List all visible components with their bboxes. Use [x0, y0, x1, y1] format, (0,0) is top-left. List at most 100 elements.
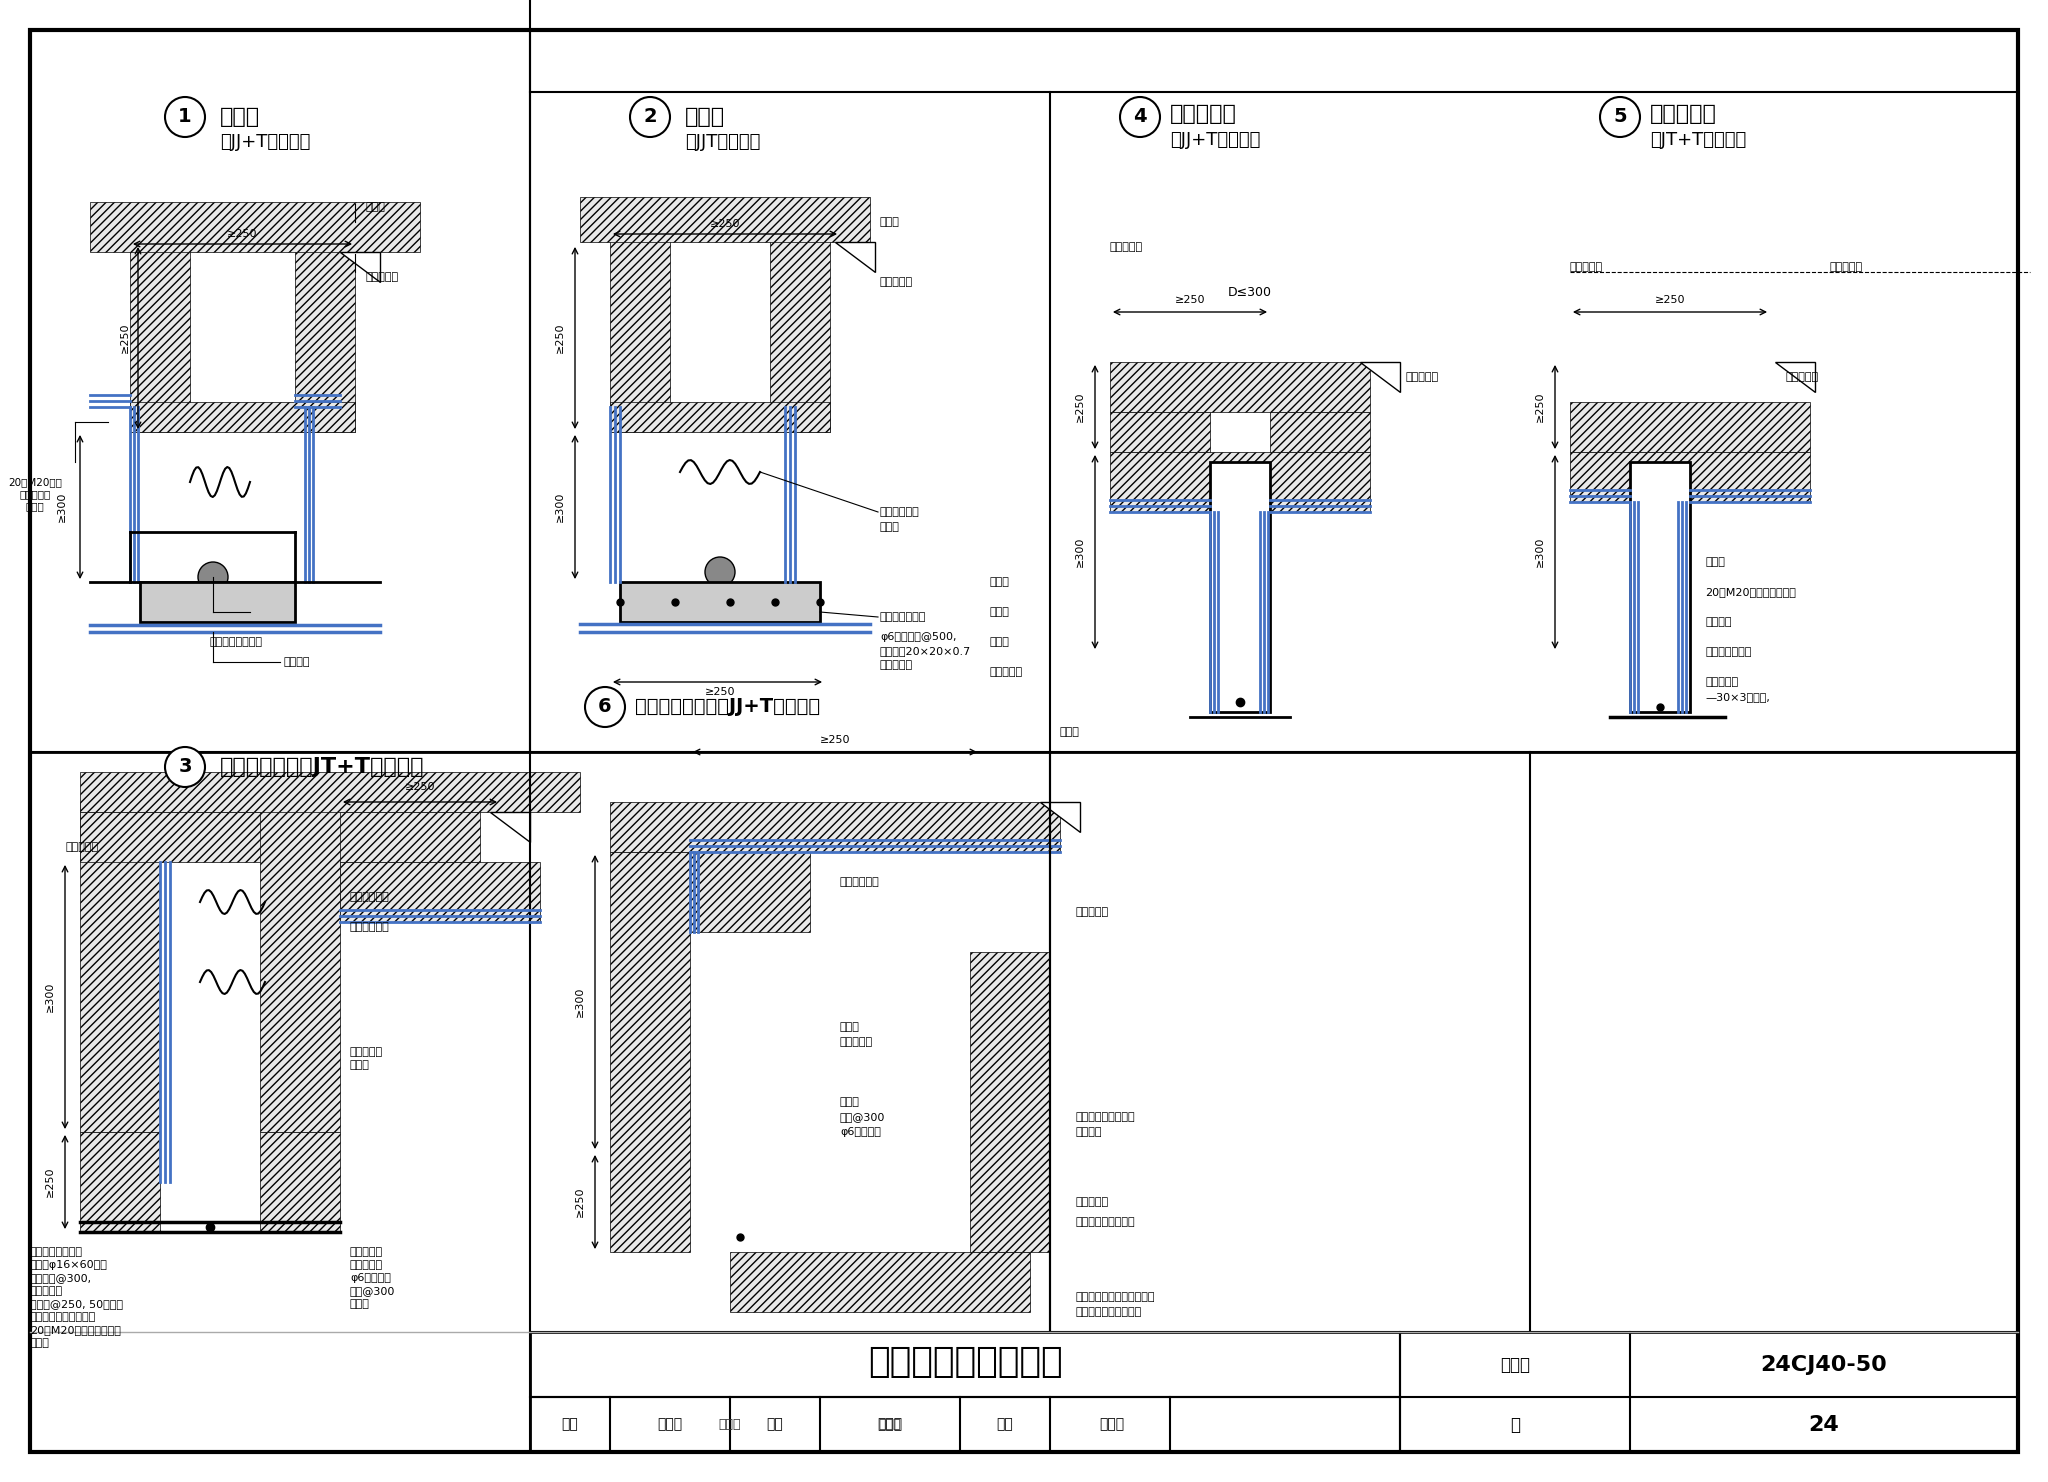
Text: ≥250: ≥250 — [819, 735, 850, 745]
Polygon shape — [836, 242, 874, 273]
Text: 屋面板标高: 屋面板标高 — [66, 842, 98, 852]
Bar — [530, 1332, 1401, 1398]
Circle shape — [1120, 96, 1159, 136]
Polygon shape — [1776, 362, 1815, 393]
Circle shape — [586, 688, 625, 728]
Bar — [580, 197, 870, 242]
Text: 镀锌垫片20×20×0.7: 镀锌垫片20×20×0.7 — [881, 646, 971, 657]
Text: ≥250: ≥250 — [1655, 295, 1686, 305]
Bar — [80, 772, 580, 812]
Text: 审核: 审核 — [561, 1417, 578, 1432]
Text: 聚乙烯泡沫: 聚乙烯泡沫 — [350, 1046, 383, 1057]
Circle shape — [631, 96, 670, 136]
Bar — [770, 233, 829, 431]
Text: 屋面板标高: 屋面板标高 — [1786, 372, 1819, 382]
Text: 页: 页 — [1509, 1415, 1520, 1435]
Bar — [1401, 1332, 2017, 1452]
Bar — [129, 233, 190, 431]
Bar — [729, 1252, 1030, 1312]
Text: 螺栓@300: 螺栓@300 — [840, 1112, 885, 1122]
Text: 4: 4 — [1133, 108, 1147, 126]
Polygon shape — [340, 252, 381, 282]
Text: ≥250: ≥250 — [121, 323, 129, 353]
Text: ≥250: ≥250 — [705, 688, 735, 697]
Bar — [260, 802, 340, 1132]
Bar — [80, 802, 160, 1132]
Bar — [1571, 452, 1810, 502]
Text: 附加层: 附加层 — [1706, 557, 1724, 568]
Text: 屋面板标高: 屋面板标高 — [365, 273, 397, 282]
Bar — [80, 1132, 160, 1232]
Text: ≥250: ≥250 — [1536, 391, 1544, 422]
Text: 张房巨: 张房巨 — [879, 1417, 901, 1430]
Text: （JJ+T，一级）: （JJ+T，一级） — [219, 133, 311, 151]
Circle shape — [166, 96, 205, 136]
Bar — [1270, 412, 1370, 452]
Polygon shape — [1360, 362, 1401, 393]
Polygon shape — [489, 812, 530, 842]
Text: D≤300: D≤300 — [1229, 286, 1272, 298]
Text: 屋面板标高: 屋面板标高 — [881, 277, 913, 288]
Text: 附加层: 附加层 — [350, 1300, 371, 1309]
Text: 密封胶密封: 密封胶密封 — [1831, 262, 1864, 273]
Polygon shape — [1040, 802, 1079, 831]
Text: 附加层: 附加层 — [840, 1097, 860, 1107]
Text: ≥250: ≥250 — [1075, 391, 1085, 422]
Text: 成品金属泛水板: 成品金属泛水板 — [881, 612, 926, 622]
Text: 防火封堵材料: 防火封堵材料 — [881, 507, 920, 517]
Text: 校对: 校对 — [766, 1417, 784, 1432]
Text: 不锈钢（铝合金）: 不锈钢（铝合金） — [31, 1246, 84, 1257]
Text: ≥250: ≥250 — [711, 219, 739, 230]
Text: 泛水板φ16×60塑料: 泛水板φ16×60塑料 — [31, 1260, 109, 1270]
Text: ≥300: ≥300 — [1075, 536, 1085, 568]
Text: ≥250: ≥250 — [1176, 295, 1206, 305]
Text: 砂浆保护层: 砂浆保护层 — [18, 489, 51, 499]
Text: —30×3扁钢箍,: —30×3扁钢箍, — [1706, 692, 1769, 702]
Text: 杨婷薇: 杨婷薇 — [657, 1417, 682, 1432]
Bar — [139, 582, 295, 622]
Text: 屋面板标高: 屋面板标高 — [1075, 907, 1108, 917]
Text: 24: 24 — [1808, 1415, 1839, 1435]
Text: ≥300: ≥300 — [57, 492, 68, 522]
Bar — [1110, 452, 1370, 511]
Bar — [610, 852, 690, 1252]
Text: ≥300: ≥300 — [1536, 536, 1544, 568]
Text: 防火封堵材料: 防火封堵材料 — [840, 877, 881, 888]
Text: 出屋面管道: 出屋面管道 — [1169, 104, 1237, 124]
Text: 5: 5 — [1614, 108, 1626, 126]
Text: （JT+T，一级）: （JT+T，一级） — [1651, 130, 1747, 150]
Circle shape — [166, 747, 205, 787]
Text: ≥300: ≥300 — [575, 987, 586, 1017]
Text: φ6膨胀螺栓@500,: φ6膨胀螺栓@500, — [881, 631, 956, 642]
Bar — [1630, 462, 1690, 711]
Circle shape — [199, 562, 227, 591]
Circle shape — [705, 557, 735, 587]
Text: ≥300: ≥300 — [45, 981, 55, 1012]
Text: 杨婷薇: 杨婷薇 — [719, 1417, 741, 1430]
Text: 密封胶密封: 密封胶密封 — [1110, 242, 1143, 252]
Text: （JJ+T，一级）: （JJ+T，一级） — [1169, 130, 1260, 150]
Text: 塑料棒: 塑料棒 — [350, 1060, 371, 1070]
Circle shape — [1599, 96, 1640, 136]
Text: 平屋面防水构造做法: 平屋面防水构造做法 — [868, 1346, 1063, 1378]
Text: 附加层: 附加层 — [27, 501, 45, 511]
Text: 室外踏步: 室外踏步 — [1075, 1126, 1102, 1137]
Bar — [340, 863, 541, 922]
Bar — [1210, 462, 1270, 711]
Text: 图集号: 图集号 — [1499, 1356, 1530, 1374]
Text: 附加层: 附加层 — [989, 576, 1010, 587]
Text: 20厚M20水泥砂浆保护层: 20厚M20水泥砂浆保护层 — [1706, 587, 1796, 597]
Bar — [610, 233, 670, 431]
Text: 密封胶密封: 密封胶密封 — [350, 1260, 383, 1270]
Text: 密封胶密封: 密封胶密封 — [1571, 262, 1604, 273]
Bar — [260, 1132, 340, 1232]
Text: 金属箍: 金属箍 — [989, 637, 1010, 648]
Bar — [295, 233, 354, 431]
Text: 24CJ40-50: 24CJ40-50 — [1761, 1355, 1888, 1375]
Text: 隔汽层: 隔汽层 — [881, 216, 899, 227]
Text: φ6塑料膨胀: φ6塑料膨胀 — [350, 1273, 391, 1283]
Text: 防火封堵材料: 防火封堵材料 — [350, 922, 389, 932]
Text: 附加层: 附加层 — [881, 522, 899, 532]
Text: 变形缝: 变形缝 — [684, 107, 725, 127]
Text: 卷材封盖: 卷材封盖 — [283, 657, 309, 667]
